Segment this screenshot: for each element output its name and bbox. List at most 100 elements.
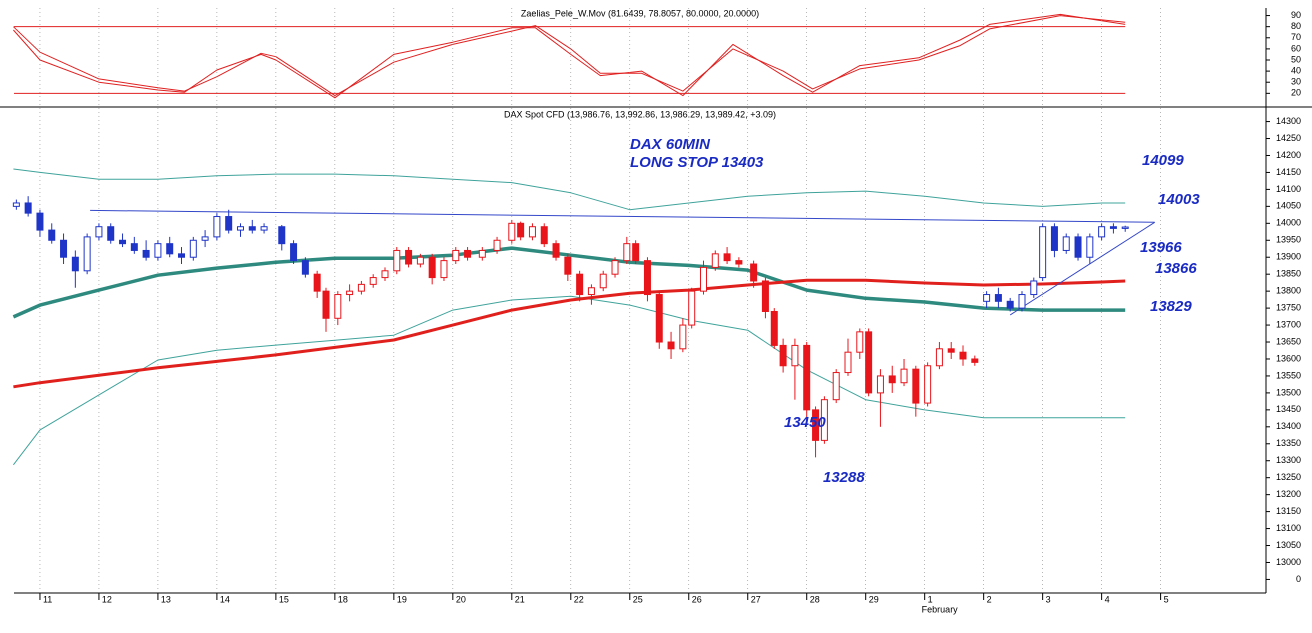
y-tick-label: 60 [1291, 43, 1301, 53]
annotation: LONG STOP 13403 [630, 154, 764, 171]
candle-body [844, 351, 852, 374]
indicator-line [13, 295, 1126, 466]
candle-body [820, 399, 828, 441]
candle-body [564, 256, 572, 275]
candle-body [322, 290, 330, 319]
candle-body [791, 344, 799, 367]
y-tick-label: 13950 [1276, 235, 1301, 245]
candle-body [900, 368, 908, 384]
oscillator-title: Zaelias_Pele_W.Mov (81.6439, 78.8057, 80… [521, 8, 759, 18]
y-tick-label: 13100 [1276, 523, 1301, 533]
y-tick-label: 50 [1291, 54, 1301, 64]
candle-body [688, 290, 696, 326]
candle-body [334, 294, 342, 319]
y-tick-label: 13250 [1276, 472, 1301, 482]
annotation: 14003 [1158, 191, 1200, 208]
candle-body [935, 348, 943, 367]
candle-body [735, 260, 743, 265]
candle-body [552, 243, 560, 258]
candle-body [1109, 226, 1117, 229]
indicator-line [13, 278, 1126, 389]
candle-body [236, 226, 244, 231]
x-tick-label: 4 [1105, 594, 1110, 604]
candle-body [528, 226, 536, 238]
candle-body [655, 294, 663, 343]
y-tick-label: 30 [1291, 77, 1301, 87]
candle-body [711, 253, 719, 268]
x-tick-label: 15 [279, 594, 289, 604]
x-tick-label: 1 [928, 594, 933, 604]
candle-body [213, 216, 221, 238]
trend-line [90, 209, 1155, 223]
y-tick-label: 13550 [1276, 370, 1301, 380]
candle-body [761, 280, 769, 312]
candle-body [405, 249, 413, 265]
y-tick-label: 13200 [1276, 489, 1301, 499]
candle-body [301, 260, 309, 275]
candle-body [428, 256, 436, 279]
candle-body [107, 226, 115, 241]
y-tick-label: 13000 [1276, 557, 1301, 567]
candle-body [971, 358, 979, 363]
y-tick-label: 70 [1291, 32, 1301, 42]
indicator-line [13, 168, 1126, 211]
y-tick-label: 13900 [1276, 252, 1301, 262]
candle-body [357, 283, 365, 292]
candle-body [166, 243, 174, 255]
x-tick-label: 20 [456, 594, 466, 604]
y-tick-label: 13350 [1276, 438, 1301, 448]
x-tick-label: 5 [1164, 594, 1169, 604]
candle-body [924, 365, 932, 404]
y-tick-label: 13450 [1276, 404, 1301, 414]
candle-body [24, 202, 32, 214]
y-tick-label: 13500 [1276, 387, 1301, 397]
candle-body [983, 294, 991, 302]
candle-body [142, 249, 150, 258]
y-tick-label: 13850 [1276, 269, 1301, 279]
x-tick-label: 18 [338, 594, 348, 604]
x-tick-label: 21 [515, 594, 525, 604]
candle-body [493, 239, 501, 251]
candle-body [540, 226, 548, 245]
candle-body [369, 277, 377, 285]
x-tick-label: 12 [102, 594, 112, 604]
candle-body [278, 226, 286, 245]
y-tick-label: 14300 [1276, 116, 1301, 126]
y-tick-label: 13400 [1276, 421, 1301, 431]
y-tick-label: 0 [1296, 574, 1301, 584]
candle-body [225, 216, 233, 231]
candle-body [381, 270, 389, 279]
y-tick-label: 14150 [1276, 167, 1301, 177]
annotation: DAX 60MIN [630, 136, 711, 153]
candle-body [876, 375, 884, 394]
candle-body [290, 243, 298, 262]
candle-body [346, 290, 354, 296]
y-tick-label: 80 [1291, 21, 1301, 31]
candle-body [440, 260, 448, 279]
candle-body [478, 249, 486, 258]
candle-body [1050, 226, 1058, 251]
candle-body [912, 368, 920, 404]
candle-body [1062, 236, 1070, 251]
x-tick-label: 14 [220, 594, 230, 604]
candle-body [201, 236, 209, 241]
candle-body [1098, 226, 1106, 238]
indicator-line [12, 246, 1126, 319]
x-tick-label: 28 [810, 594, 820, 604]
candle-body [1018, 294, 1026, 309]
candle-body [36, 212, 44, 231]
candle-body [679, 324, 687, 350]
candle-body [1074, 236, 1082, 258]
candle-body [95, 226, 103, 238]
candle-body [1030, 280, 1038, 296]
candle-body [189, 239, 197, 258]
candle-body [770, 310, 778, 346]
annotation: 13450 [784, 414, 826, 431]
y-tick-label: 90 [1291, 10, 1301, 20]
candle-body [865, 331, 873, 394]
y-tick-label: 13700 [1276, 319, 1301, 329]
candle-body [994, 294, 1002, 302]
x-tick-label: 13 [161, 594, 171, 604]
